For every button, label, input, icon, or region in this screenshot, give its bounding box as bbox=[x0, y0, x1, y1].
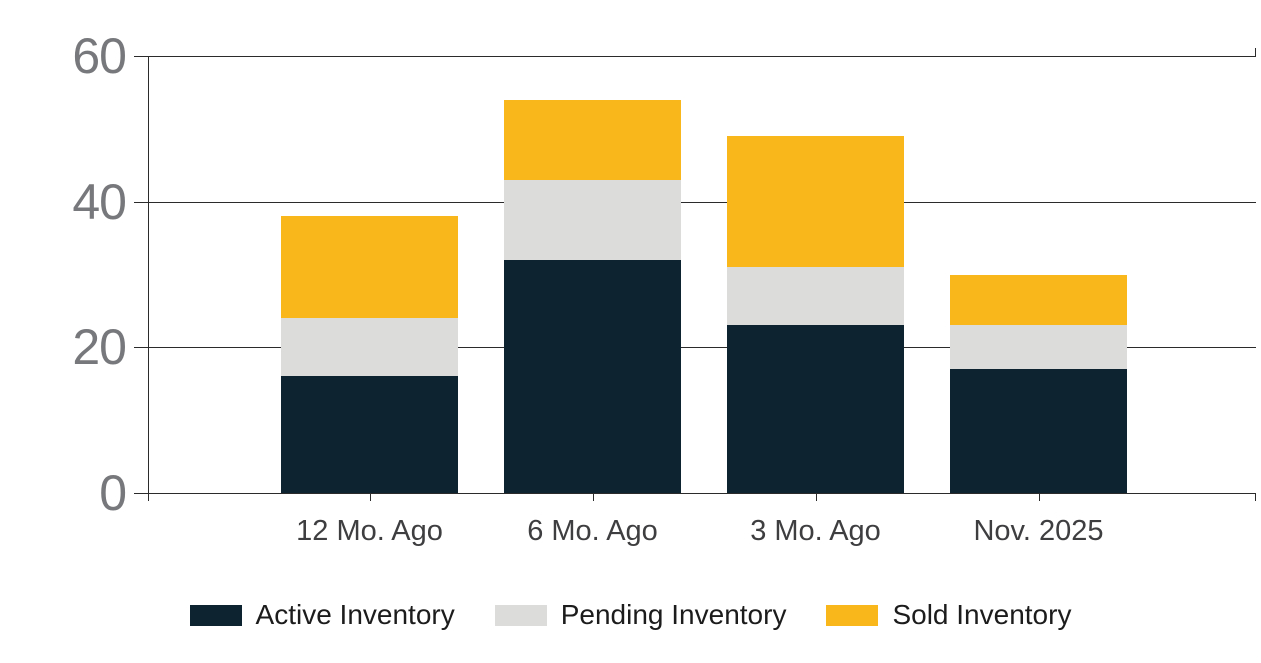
right-end-tick-top bbox=[1255, 48, 1256, 56]
legend-label-sold-inventory: Sold Inventory bbox=[892, 599, 1072, 630]
bar-6-mo-ago-segment-pending-inventory bbox=[504, 179, 681, 260]
legend-swatch-sold-inventory bbox=[826, 604, 879, 626]
legend-label-active-inventory: Active Inventory bbox=[255, 599, 455, 630]
bar-6-mo-ago-segment-active-inventory bbox=[504, 259, 681, 493]
bar-3-mo-ago-segment-sold-inventory bbox=[727, 136, 904, 268]
y-axis-label-40: 40 bbox=[72, 173, 127, 230]
gridline-60 bbox=[134, 56, 1256, 57]
x-axis-label-6-mo-ago: 6 Mo. Ago bbox=[527, 515, 658, 547]
y-axis-label-0: 0 bbox=[99, 465, 127, 521]
y-axis-label-20: 20 bbox=[72, 319, 127, 376]
right-end-tick-bottom bbox=[1255, 493, 1256, 501]
gridline-40 bbox=[134, 201, 1256, 203]
legend-swatch-pending-inventory bbox=[494, 604, 547, 626]
x-axis-label-3-mo-ago: 3 Mo. Ago bbox=[750, 515, 881, 547]
y-axis-label-60: 60 bbox=[72, 28, 127, 84]
bar-nov-2025-segment-active-inventory bbox=[950, 369, 1127, 493]
legend-label-pending-inventory: Pending Inventory bbox=[560, 599, 787, 630]
bar-12-mo-ago-segment-active-inventory bbox=[281, 376, 458, 493]
x-axis-baseline bbox=[134, 493, 1256, 494]
bar-6-mo-ago-segment-sold-inventory bbox=[504, 99, 681, 180]
bar-nov-2025-segment-pending-inventory bbox=[950, 325, 1127, 370]
legend-item-pending-inventory: Pending Inventory bbox=[494, 599, 787, 631]
x-axis-tick-nov-2025 bbox=[1038, 493, 1040, 501]
bar-3-mo-ago-segment-active-inventory bbox=[727, 325, 904, 493]
x-axis-tick-6-mo-ago bbox=[592, 493, 594, 501]
bar-12-mo-ago-segment-sold-inventory bbox=[281, 216, 458, 319]
legend-item-sold-inventory: Sold Inventory bbox=[826, 599, 1071, 631]
x-axis-label-12-mo-ago: 12 Mo. Ago bbox=[296, 515, 443, 547]
legend-item-active-inventory: Active Inventory bbox=[189, 599, 455, 631]
x-axis-tick-12-mo-ago bbox=[369, 493, 371, 501]
bar-nov-2025-segment-sold-inventory bbox=[950, 274, 1127, 326]
legend: Active Inventory Pending Inventory Sold In… bbox=[0, 599, 1261, 631]
y-axis-line bbox=[148, 56, 149, 501]
gridline-20 bbox=[134, 347, 1256, 349]
bar-12-mo-ago-segment-pending-inventory bbox=[281, 318, 458, 377]
bar-3-mo-ago-segment-pending-inventory bbox=[727, 267, 904, 326]
legend-swatch-active-inventory bbox=[189, 604, 242, 626]
x-axis-tick-3-mo-ago bbox=[815, 493, 817, 501]
x-axis-label-nov-2025: Nov. 2025 bbox=[973, 515, 1104, 547]
